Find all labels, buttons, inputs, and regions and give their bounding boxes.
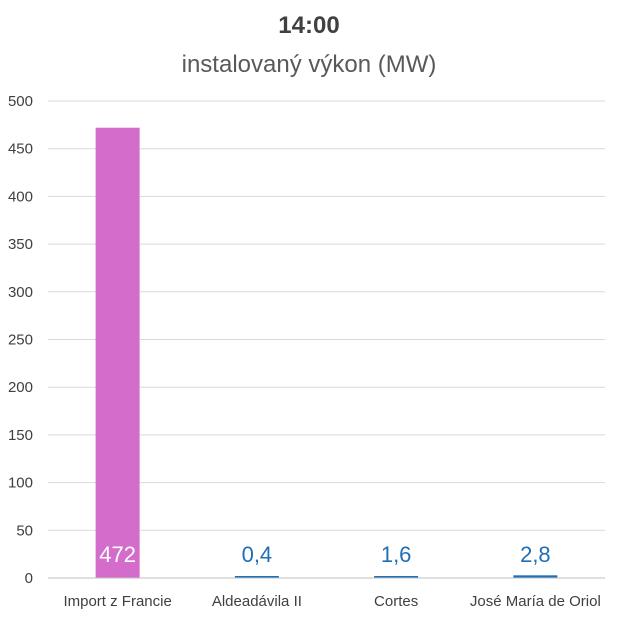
data-label: 2,8 (520, 542, 551, 567)
bar (234, 576, 279, 578)
bar (95, 127, 140, 578)
y-axis-ticks: 0 50 100 150 200 250 300 350 400 450 500 (8, 93, 33, 587)
x-category-label: Aldeadávila II (212, 593, 302, 610)
y-tick-label: 250 (8, 332, 33, 349)
y-tick-label: 150 (8, 427, 33, 444)
bar (513, 575, 558, 578)
data-label: 472 (99, 542, 136, 567)
y-tick-label: 0 (25, 570, 33, 587)
data-label: 0,4 (242, 542, 273, 567)
data-label: 1,6 (381, 542, 412, 567)
x-category-label: Import z Francie (63, 593, 171, 610)
y-tick-label: 50 (16, 522, 33, 539)
y-tick-label: 100 (8, 475, 33, 492)
y-tick-label: 300 (8, 284, 33, 301)
gridlines (48, 100, 605, 531)
y-tick-label: 200 (8, 379, 33, 396)
data-labels: 472 0,4 1,6 2,8 (99, 542, 550, 567)
y-tick-label: 450 (8, 141, 33, 158)
x-axis-categories: Import z Francie Aldeadávila II Cortes José… (63, 593, 600, 610)
bar (374, 576, 419, 578)
y-tick-label: 400 (8, 188, 33, 205)
y-tick-label: 500 (8, 93, 33, 110)
x-category-label: José María de Oriol (470, 593, 601, 610)
bars (95, 127, 558, 578)
chart-subtitle: instalovaný výkon (MW) (182, 51, 437, 78)
y-tick-label: 350 (8, 236, 33, 253)
chart-title: 14:00 (278, 12, 339, 39)
x-category-label: Cortes (374, 593, 418, 610)
